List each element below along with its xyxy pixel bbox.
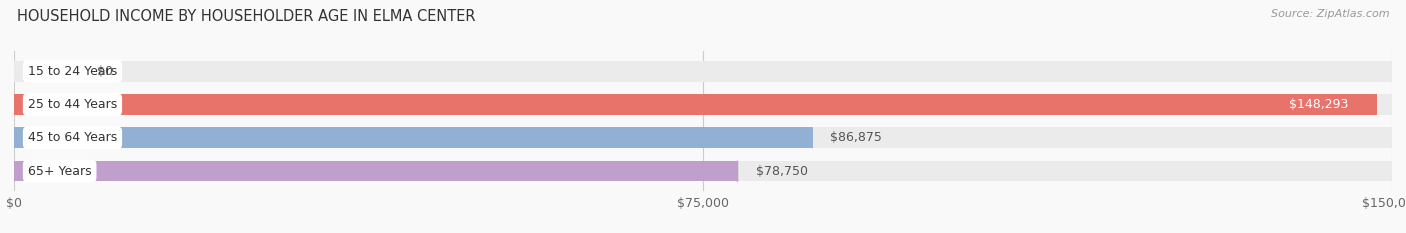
Text: $78,750: $78,750 [756,164,808,178]
Bar [14,161,738,182]
Bar [14,127,1392,148]
Text: 25 to 44 Years: 25 to 44 Years [28,98,117,111]
Text: 45 to 64 Years: 45 to 64 Years [28,131,117,144]
Text: $0: $0 [97,65,112,78]
Bar [14,94,1392,115]
Text: $148,293: $148,293 [1289,98,1348,111]
Text: HOUSEHOLD INCOME BY HOUSEHOLDER AGE IN ELMA CENTER: HOUSEHOLD INCOME BY HOUSEHOLDER AGE IN E… [17,9,475,24]
Text: Source: ZipAtlas.com: Source: ZipAtlas.com [1271,9,1389,19]
Bar [14,127,813,148]
Text: $86,875: $86,875 [831,131,883,144]
Bar [14,161,1392,182]
Text: 15 to 24 Years: 15 to 24 Years [28,65,117,78]
Bar [14,94,1376,115]
Text: 65+ Years: 65+ Years [28,164,91,178]
Bar [14,61,1392,82]
